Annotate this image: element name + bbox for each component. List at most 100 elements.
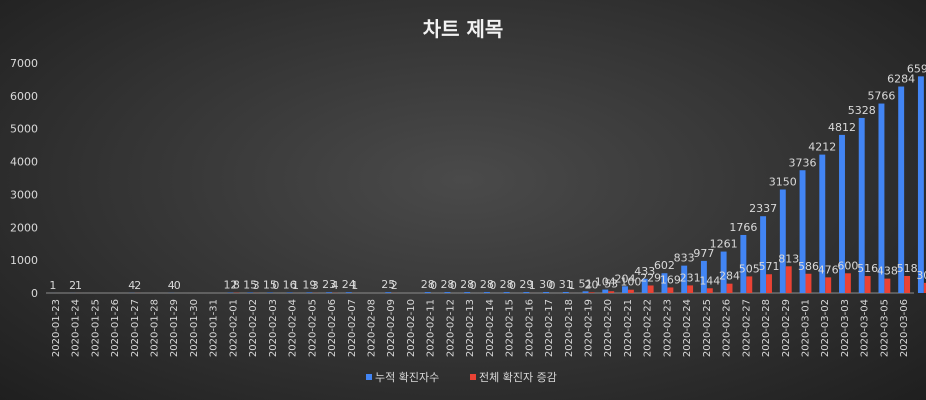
x-tick-label: 2020-01-28 xyxy=(150,299,161,357)
x-tick-label: 2020-02-09 xyxy=(386,299,397,357)
data-label: 0 xyxy=(174,279,181,292)
data-label: 4212 xyxy=(808,141,836,154)
data-label: 4 xyxy=(128,279,135,292)
x-tick-label: 2020-02-05 xyxy=(307,299,318,357)
bar-change xyxy=(726,283,733,293)
data-label: 15 xyxy=(243,279,257,292)
bar-cumulative xyxy=(444,292,451,293)
data-label: 0 xyxy=(509,279,516,292)
data-label: 0 xyxy=(470,279,477,292)
y-tick-label: 5000 xyxy=(10,123,38,136)
bar-change xyxy=(588,292,595,293)
x-tick-label: 2020-02-26 xyxy=(722,299,733,357)
bar-cumulative xyxy=(602,289,609,293)
x-tick-label: 2020-01-26 xyxy=(110,299,121,357)
data-label: 505 xyxy=(739,262,760,275)
bar-cumulative xyxy=(503,292,510,293)
bar-change xyxy=(904,275,911,293)
bar-cumulative xyxy=(720,251,727,293)
bar-cumulative xyxy=(286,292,293,293)
x-tick-label: 2020-01-29 xyxy=(169,299,180,357)
y-tick-label: 4000 xyxy=(10,156,38,169)
x-tick-label: 2020-02-10 xyxy=(406,299,417,357)
data-label: 1766 xyxy=(729,221,757,234)
bar-cumulative xyxy=(523,292,530,293)
bar-change xyxy=(627,289,634,293)
data-label: 144 xyxy=(699,274,720,287)
data-label: 1 xyxy=(49,279,56,292)
bar-change xyxy=(923,282,926,293)
data-label: 3 xyxy=(312,279,319,292)
x-tick-label: 2020-02-29 xyxy=(781,299,792,357)
data-label: 28 xyxy=(480,278,494,291)
data-label: 1 xyxy=(292,279,299,292)
bar-cumulative xyxy=(424,292,431,293)
x-tick-label: 2020-02-25 xyxy=(702,299,713,357)
data-label: 0 xyxy=(489,279,496,292)
bar-cumulative xyxy=(878,103,885,293)
x-tick-label: 2020-02-13 xyxy=(465,299,476,357)
bar-cumulative xyxy=(385,292,392,293)
legend-label: 누적 확진자수 xyxy=(375,371,439,384)
bars xyxy=(49,76,926,294)
data-label: 16 xyxy=(283,278,297,291)
bar-change xyxy=(864,276,871,293)
data-label: 169 xyxy=(660,273,681,286)
x-tick-label: 2020-02-04 xyxy=(288,299,299,357)
data-label: 28 xyxy=(421,278,435,291)
data-label: 29 xyxy=(519,278,533,291)
legend-swatch xyxy=(366,374,372,380)
bar-cumulative xyxy=(622,286,628,293)
bar-cumulative xyxy=(858,117,865,293)
data-label: 28 xyxy=(460,278,474,291)
x-tick-label: 2020-01-24 xyxy=(71,299,82,357)
bar-change xyxy=(687,285,694,293)
x-tick-label: 2020-03-05 xyxy=(879,299,890,357)
data-label: 28 xyxy=(440,278,454,291)
data-label: 0 xyxy=(450,279,457,292)
x-tick-label: 2020-02-12 xyxy=(445,299,456,357)
y-tick-label: 6000 xyxy=(10,90,38,103)
bar-cumulative xyxy=(799,170,806,293)
data-label: 4 xyxy=(168,279,175,292)
data-label: 6593 xyxy=(907,62,926,75)
x-tick-label: 2020-03-04 xyxy=(860,299,871,357)
x-tick-label: 2020-01-31 xyxy=(209,299,220,357)
data-label: 4 xyxy=(332,279,339,292)
bar-change xyxy=(844,273,851,293)
data-label: 104 xyxy=(595,276,616,289)
bar-cumulative xyxy=(700,260,707,293)
data-label: 25 xyxy=(381,278,395,291)
data-label: 24 xyxy=(342,278,356,291)
bar-change xyxy=(608,291,615,293)
data-label: 100 xyxy=(620,276,641,289)
data-label: 3 xyxy=(253,279,260,292)
data-label: 3150 xyxy=(769,176,797,189)
bar-cumulative xyxy=(740,234,747,293)
data-label: 231 xyxy=(680,271,701,284)
data-label: 433 xyxy=(634,265,655,278)
bar-cumulative xyxy=(760,216,767,293)
data-label: 4812 xyxy=(828,121,856,134)
x-tick-label: 2020-02-27 xyxy=(741,299,752,357)
data-label: 309 xyxy=(916,269,926,282)
data-label: 813 xyxy=(778,252,799,265)
y-tick-label: 2000 xyxy=(10,221,38,234)
x-tick-label: 2020-02-20 xyxy=(603,299,614,357)
bar-cumulative xyxy=(681,265,688,293)
data-label: 15 xyxy=(263,279,277,292)
data-label: 5328 xyxy=(848,104,876,117)
data-label: 8 xyxy=(233,279,240,292)
x-tick-label: 2020-03-02 xyxy=(820,299,831,357)
data-label: 23 xyxy=(322,278,336,291)
bar-change xyxy=(785,266,792,293)
x-tick-label: 2020-03-01 xyxy=(801,299,812,357)
data-label: 31 xyxy=(559,278,573,291)
bar-change xyxy=(667,287,674,293)
bar-cumulative xyxy=(641,278,648,293)
bar-cumulative xyxy=(779,189,786,293)
bar-cumulative xyxy=(898,86,905,293)
bar-cumulative xyxy=(582,291,589,293)
data-label: 12 xyxy=(223,279,237,292)
legend: 누적 확진자수 전체 확진자 증감 xyxy=(366,371,557,384)
